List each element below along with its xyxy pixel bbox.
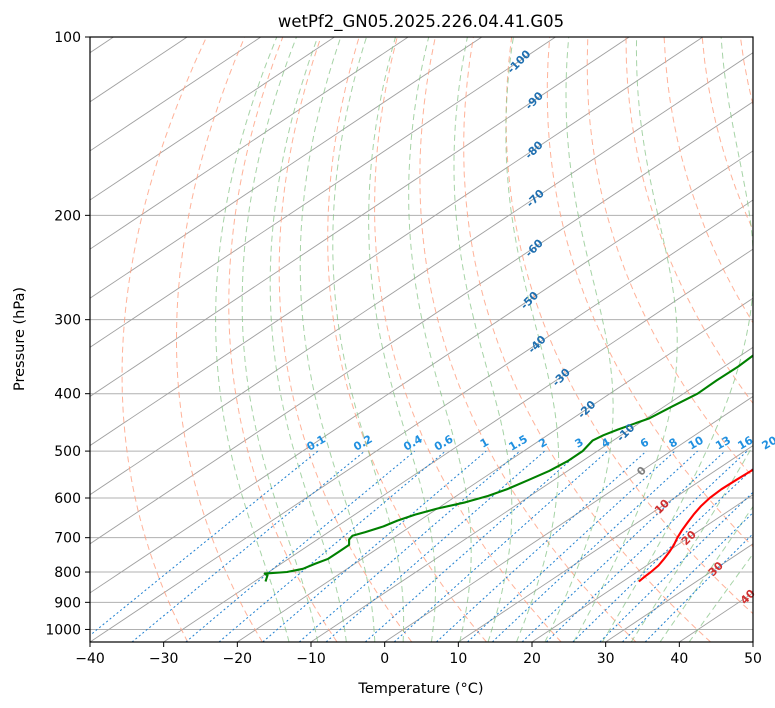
isotherm-line	[531, 494, 753, 642]
dry-adiabat-line	[546, 37, 753, 548]
dry-adiabat-line	[278, 37, 413, 642]
mixing-ratio-line	[521, 450, 726, 642]
mixing-ratio-line	[644, 533, 753, 642]
mixing-ratio-line	[185, 450, 416, 642]
y-tick-label: 600	[54, 491, 81, 507]
isotherm-line	[90, 37, 483, 299]
mixing-ratio-line	[491, 450, 698, 642]
y-tick-label: 400	[54, 387, 81, 403]
y-tick-label: 100	[54, 30, 81, 46]
isotherm-line	[384, 395, 753, 642]
isotherm-line	[237, 297, 753, 642]
x-tick-label: 50	[744, 651, 762, 667]
dry-adiabat-line	[625, 37, 753, 405]
mixing-ratio-line	[599, 491, 753, 642]
mixing-ratio-line	[393, 450, 608, 642]
y-tick-label: 900	[54, 595, 81, 611]
mixing-ratio-line	[545, 450, 748, 642]
mixing-ratio-label: 20	[760, 433, 775, 452]
temperature-profile	[638, 468, 753, 583]
x-tick-label: −40	[75, 651, 105, 667]
isotherm-line	[90, 37, 409, 250]
dry-adiabat-line	[374, 37, 562, 642]
x-tick-label: 40	[670, 651, 688, 667]
isotherm-line	[90, 199, 753, 642]
moist-adiabat-line	[505, 37, 560, 642]
dry-adiabat-line	[463, 37, 711, 642]
isotherm-line	[163, 248, 753, 642]
x-axis-title: Temperature (°C)	[357, 681, 483, 697]
mixing-ratio-line	[325, 450, 546, 642]
isotherm-line	[90, 101, 753, 545]
moist-adiabat-line	[408, 37, 472, 642]
dewpoint-profile	[263, 354, 753, 582]
isotherm-line	[90, 37, 262, 152]
x-tick-label: 0	[380, 651, 389, 667]
x-tick-label: 30	[597, 651, 615, 667]
isotherm-line	[90, 37, 556, 348]
dry-adiabat-line	[663, 37, 753, 324]
isotherm-line	[90, 37, 704, 447]
dry-adiabat-line	[228, 37, 338, 642]
mixing-ratio-line	[90, 450, 319, 636]
mixing-ratio-line	[467, 450, 676, 642]
x-tick-label: −30	[149, 651, 179, 667]
x-tick-label: −20	[223, 651, 253, 667]
y-tick-label: 1000	[45, 622, 81, 638]
isotherm-line	[90, 52, 753, 496]
x-tick-label: 10	[449, 651, 467, 667]
moist-adiabat-line	[630, 444, 753, 642]
chart-title: wetPf2_GN05.2025.226.04.41.G05	[278, 12, 564, 32]
y-tick-label: 700	[54, 531, 81, 547]
y-tick-label: 200	[54, 208, 81, 224]
moist-adiabat-line	[241, 37, 319, 642]
isotherm-line	[90, 37, 630, 397]
moist-adiabat-line	[659, 505, 753, 642]
moist-adiabat-line	[573, 37, 678, 642]
moist-adiabat-line	[269, 37, 347, 642]
series-layer	[263, 354, 753, 583]
mixing-ratio-line	[364, 450, 582, 642]
y-tick-label: 800	[54, 565, 81, 581]
moist-adiabat-line	[215, 37, 290, 642]
mixing-ratio-line	[298, 450, 521, 642]
mixing-ratio-line	[572, 467, 753, 642]
plot-frame	[89, 36, 754, 643]
dry-adiabat-line	[419, 37, 637, 642]
isotherm-line	[90, 150, 753, 594]
dry-adiabat-line	[121, 37, 207, 642]
y-tick-label: 500	[54, 444, 81, 460]
moist-adiabat-line	[332, 37, 405, 642]
dry-adiabat-line	[505, 37, 753, 615]
isotherm-line	[310, 346, 753, 642]
mixing-ratio-line	[218, 450, 446, 642]
moist-adiabat-line	[544, 37, 614, 642]
dry-adiabat-line	[327, 37, 487, 642]
y-axis-title: Pressure (hPa)	[12, 287, 28, 391]
moist-adiabat-line	[299, 37, 376, 642]
y-tick-label: 300	[54, 313, 81, 329]
mixing-ratio-line	[262, 450, 487, 642]
moist-adiabat-line	[368, 37, 436, 642]
axes: −40 −30 −20 −10 0 10 20 30 40 50 100 200 300 400 500 60…	[45, 30, 762, 667]
isotherm-line	[90, 37, 335, 201]
moist-adiabat-line	[453, 37, 513, 642]
x-tick-label: 20	[523, 651, 541, 667]
background-lines	[90, 37, 753, 642]
isotherm-line	[458, 445, 753, 642]
x-tick-label: −10	[296, 651, 326, 667]
mixing-ratio-line	[131, 450, 366, 642]
mixing-ratio-line	[622, 511, 753, 642]
moist-adiabat-line	[688, 553, 753, 642]
